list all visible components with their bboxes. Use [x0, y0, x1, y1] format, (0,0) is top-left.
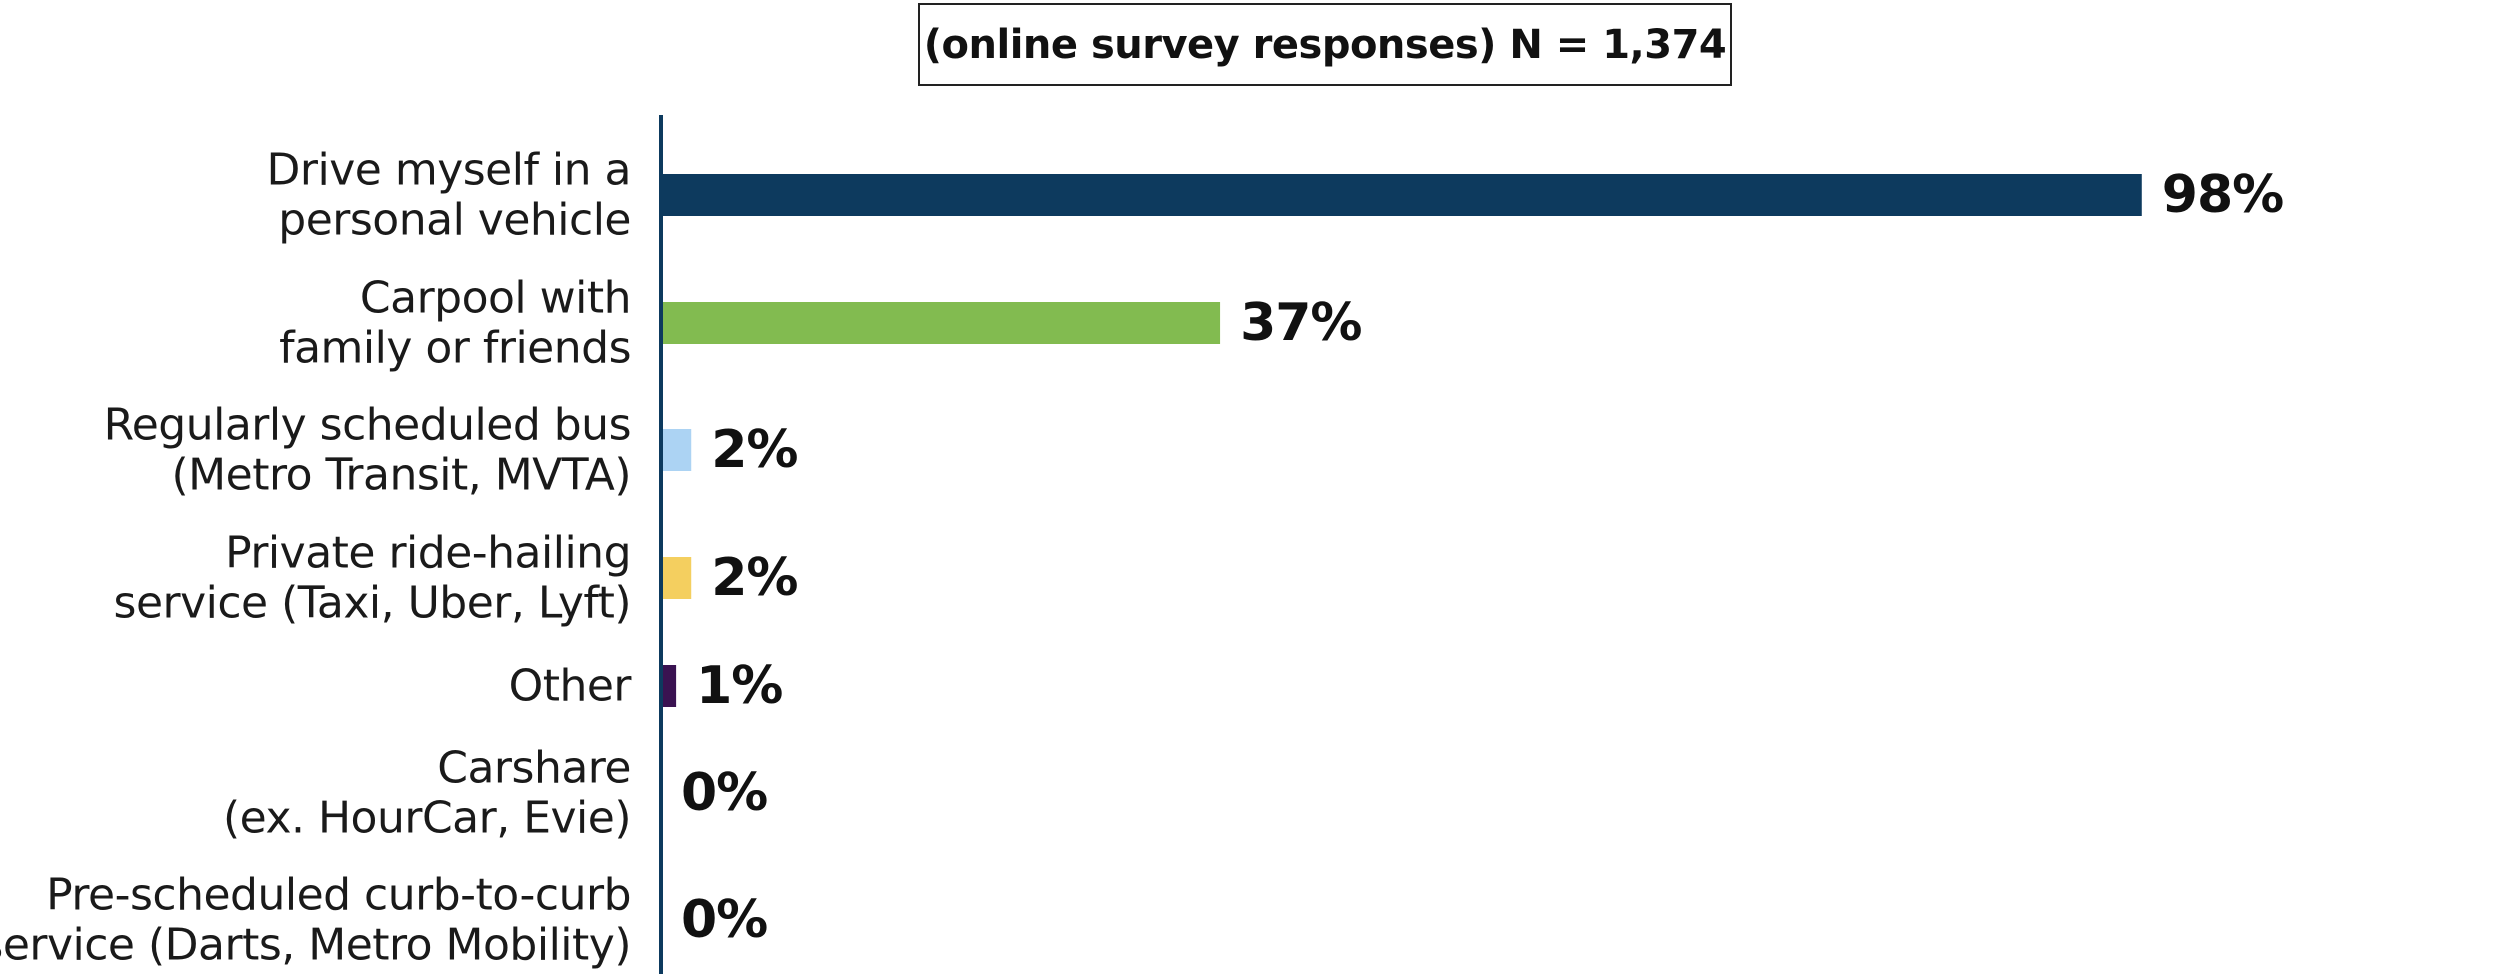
category-label-1-line-0: Carpool with — [360, 273, 631, 324]
category-label-6: Pre-scheduled curb-to-curb service (Darts… — [0, 870, 631, 971]
value-label-4: 1% — [696, 656, 782, 716]
bar-3 — [661, 557, 692, 599]
category-label-3: Private ride-hailing service (Taxi, Uber,… — [114, 528, 631, 629]
chart-subtitle: (online survey responses) N = 1,374 — [918, 3, 1732, 86]
category-label-1: Carpool with family or friends — [279, 273, 631, 374]
category-label-0-line-0: Drive myself in a — [267, 145, 631, 196]
category-label-3-line-0: Private ride-hailing — [225, 528, 631, 579]
category-label-6-line-1: service (Darts, Metro Mobility) — [0, 920, 631, 971]
category-label-2: Regularly scheduled bus (Metro Transit, M… — [104, 400, 631, 501]
bar-1 — [661, 302, 1221, 344]
category-labels: Drive myself in a personal vehicle Carpool… — [0, 145, 633, 971]
value-label-5: 0% — [681, 763, 767, 823]
value-label-2: 2% — [711, 420, 797, 480]
category-label-4: Other — [509, 661, 633, 712]
value-label-6: 0% — [681, 890, 767, 950]
bar-0 — [661, 174, 2142, 216]
category-label-4-line-0: Other — [509, 661, 633, 712]
category-label-5-line-1: (ex. HourCar, Evie) — [223, 793, 631, 844]
value-label-1: 37% — [1240, 293, 1361, 353]
category-label-2-line-1: (Metro Transit, MVTA) — [172, 450, 632, 501]
category-label-0: Drive myself in a personal vehicle — [267, 145, 631, 246]
category-label-0-line-1: personal vehicle — [278, 195, 631, 246]
category-label-5: Carshare (ex. HourCar, Evie) — [223, 743, 631, 844]
bar-2 — [661, 429, 692, 471]
category-label-6-line-0: Pre-scheduled curb-to-curb — [46, 870, 631, 921]
bar-4 — [661, 665, 677, 707]
bars-layer — [661, 174, 2142, 707]
category-label-5-line-0: Carshare — [437, 743, 631, 794]
category-label-3-line-1: service (Taxi, Uber, Lyft) — [114, 578, 631, 629]
value-labels: 98% 37% 2% 2% 1% 0% 0% — [681, 165, 2284, 950]
value-label-3: 2% — [711, 548, 797, 608]
value-label-0: 98% — [2162, 165, 2283, 225]
category-label-1-line-1: family or friends — [279, 323, 631, 374]
category-label-2-line-0: Regularly scheduled bus — [104, 400, 631, 451]
